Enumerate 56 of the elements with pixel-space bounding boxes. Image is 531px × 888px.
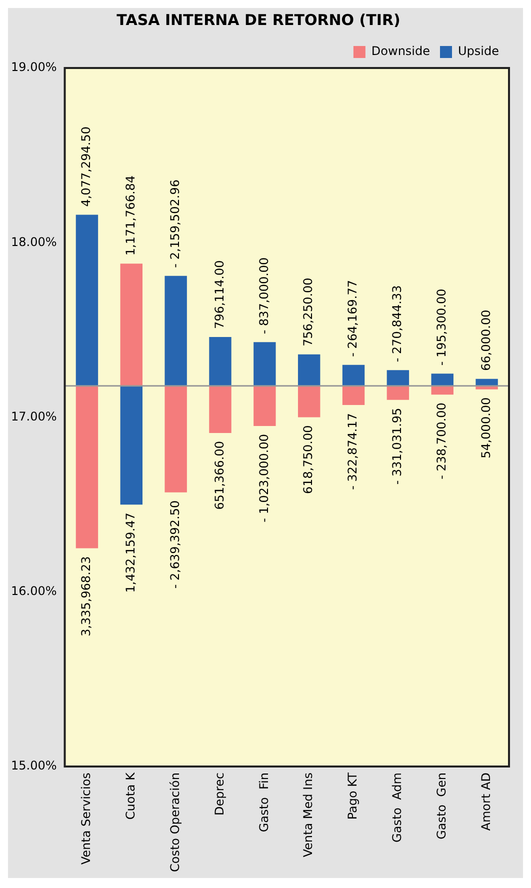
- bar: [298, 354, 320, 386]
- bar: [431, 386, 454, 395]
- bar: [254, 386, 276, 426]
- y-tick-label: 19.00%: [10, 60, 57, 74]
- annotation: - 195,300.00: [434, 288, 448, 366]
- annotation: 4,077,294.50: [79, 126, 94, 207]
- bar: [386, 386, 410, 400]
- x-tick-label: Gasto Gen: [434, 772, 448, 840]
- y-tick-label: 15.00%: [10, 758, 57, 773]
- bar: [386, 370, 410, 386]
- annotation: - 270,844.33: [390, 285, 404, 362]
- bar: [431, 374, 454, 386]
- annotation: - 837,000.00: [256, 257, 271, 334]
- annotation: 796,114.00: [212, 260, 226, 329]
- x-tick-label: Cuota K: [124, 771, 138, 820]
- y-tick-label: 16.00%: [10, 584, 57, 598]
- bar: [254, 342, 276, 386]
- chart-title: TASA INTERNA DE RETORNO (TIR): [116, 10, 400, 29]
- annotation: 54,000.00: [478, 397, 493, 458]
- bar: [342, 364, 365, 386]
- y-tick-label: 17.00%: [10, 409, 57, 424]
- x-tick-label: Deprec: [212, 772, 226, 816]
- bar: [209, 386, 232, 433]
- legend-label: Upside: [458, 44, 500, 58]
- bar: [76, 386, 98, 548]
- bar: [164, 276, 187, 386]
- x-tick-label: Amort AD: [478, 772, 493, 831]
- annotation: - 322,874.17: [346, 413, 360, 490]
- annotation: - 2,639,392.50: [168, 500, 182, 589]
- bar: [76, 214, 98, 386]
- legend-label: Downside: [371, 44, 430, 58]
- x-tick-label: Gasto Fin: [256, 772, 271, 832]
- bar: [298, 386, 320, 418]
- annotation: - 264,169.77: [346, 280, 360, 357]
- x-tick-label: Pago KT: [346, 772, 360, 820]
- annotation: 618,750.00: [301, 425, 316, 494]
- bar: [120, 386, 142, 505]
- annotation: - 2,159,502.96: [168, 180, 182, 268]
- annotation: - 1,023,000.00: [256, 434, 271, 522]
- x-tick-label: Venta Med Ins: [301, 772, 316, 858]
- annotation: - 331,031.95: [390, 408, 404, 485]
- annotation: 3,335,968.23: [79, 556, 94, 636]
- annotation: 651,366.00: [212, 440, 226, 510]
- bar: [209, 336, 232, 386]
- x-tick-label: Venta Servicios: [79, 772, 94, 865]
- annotation: 756,250.00: [301, 278, 316, 346]
- y-tick-label: 18.00%: [10, 234, 57, 249]
- x-tick-label: Costo Operación: [168, 772, 182, 872]
- bar: [120, 264, 142, 386]
- annotation: 1,432,159.47: [124, 512, 138, 593]
- annotation: 66,000.00: [478, 310, 493, 371]
- bar: [342, 386, 365, 406]
- bar: [164, 386, 187, 492]
- x-tick-label: Gasto Adm: [390, 772, 404, 842]
- annotation: - 238,700.00: [434, 402, 448, 480]
- annotation: 1,171,766.84: [124, 175, 138, 256]
